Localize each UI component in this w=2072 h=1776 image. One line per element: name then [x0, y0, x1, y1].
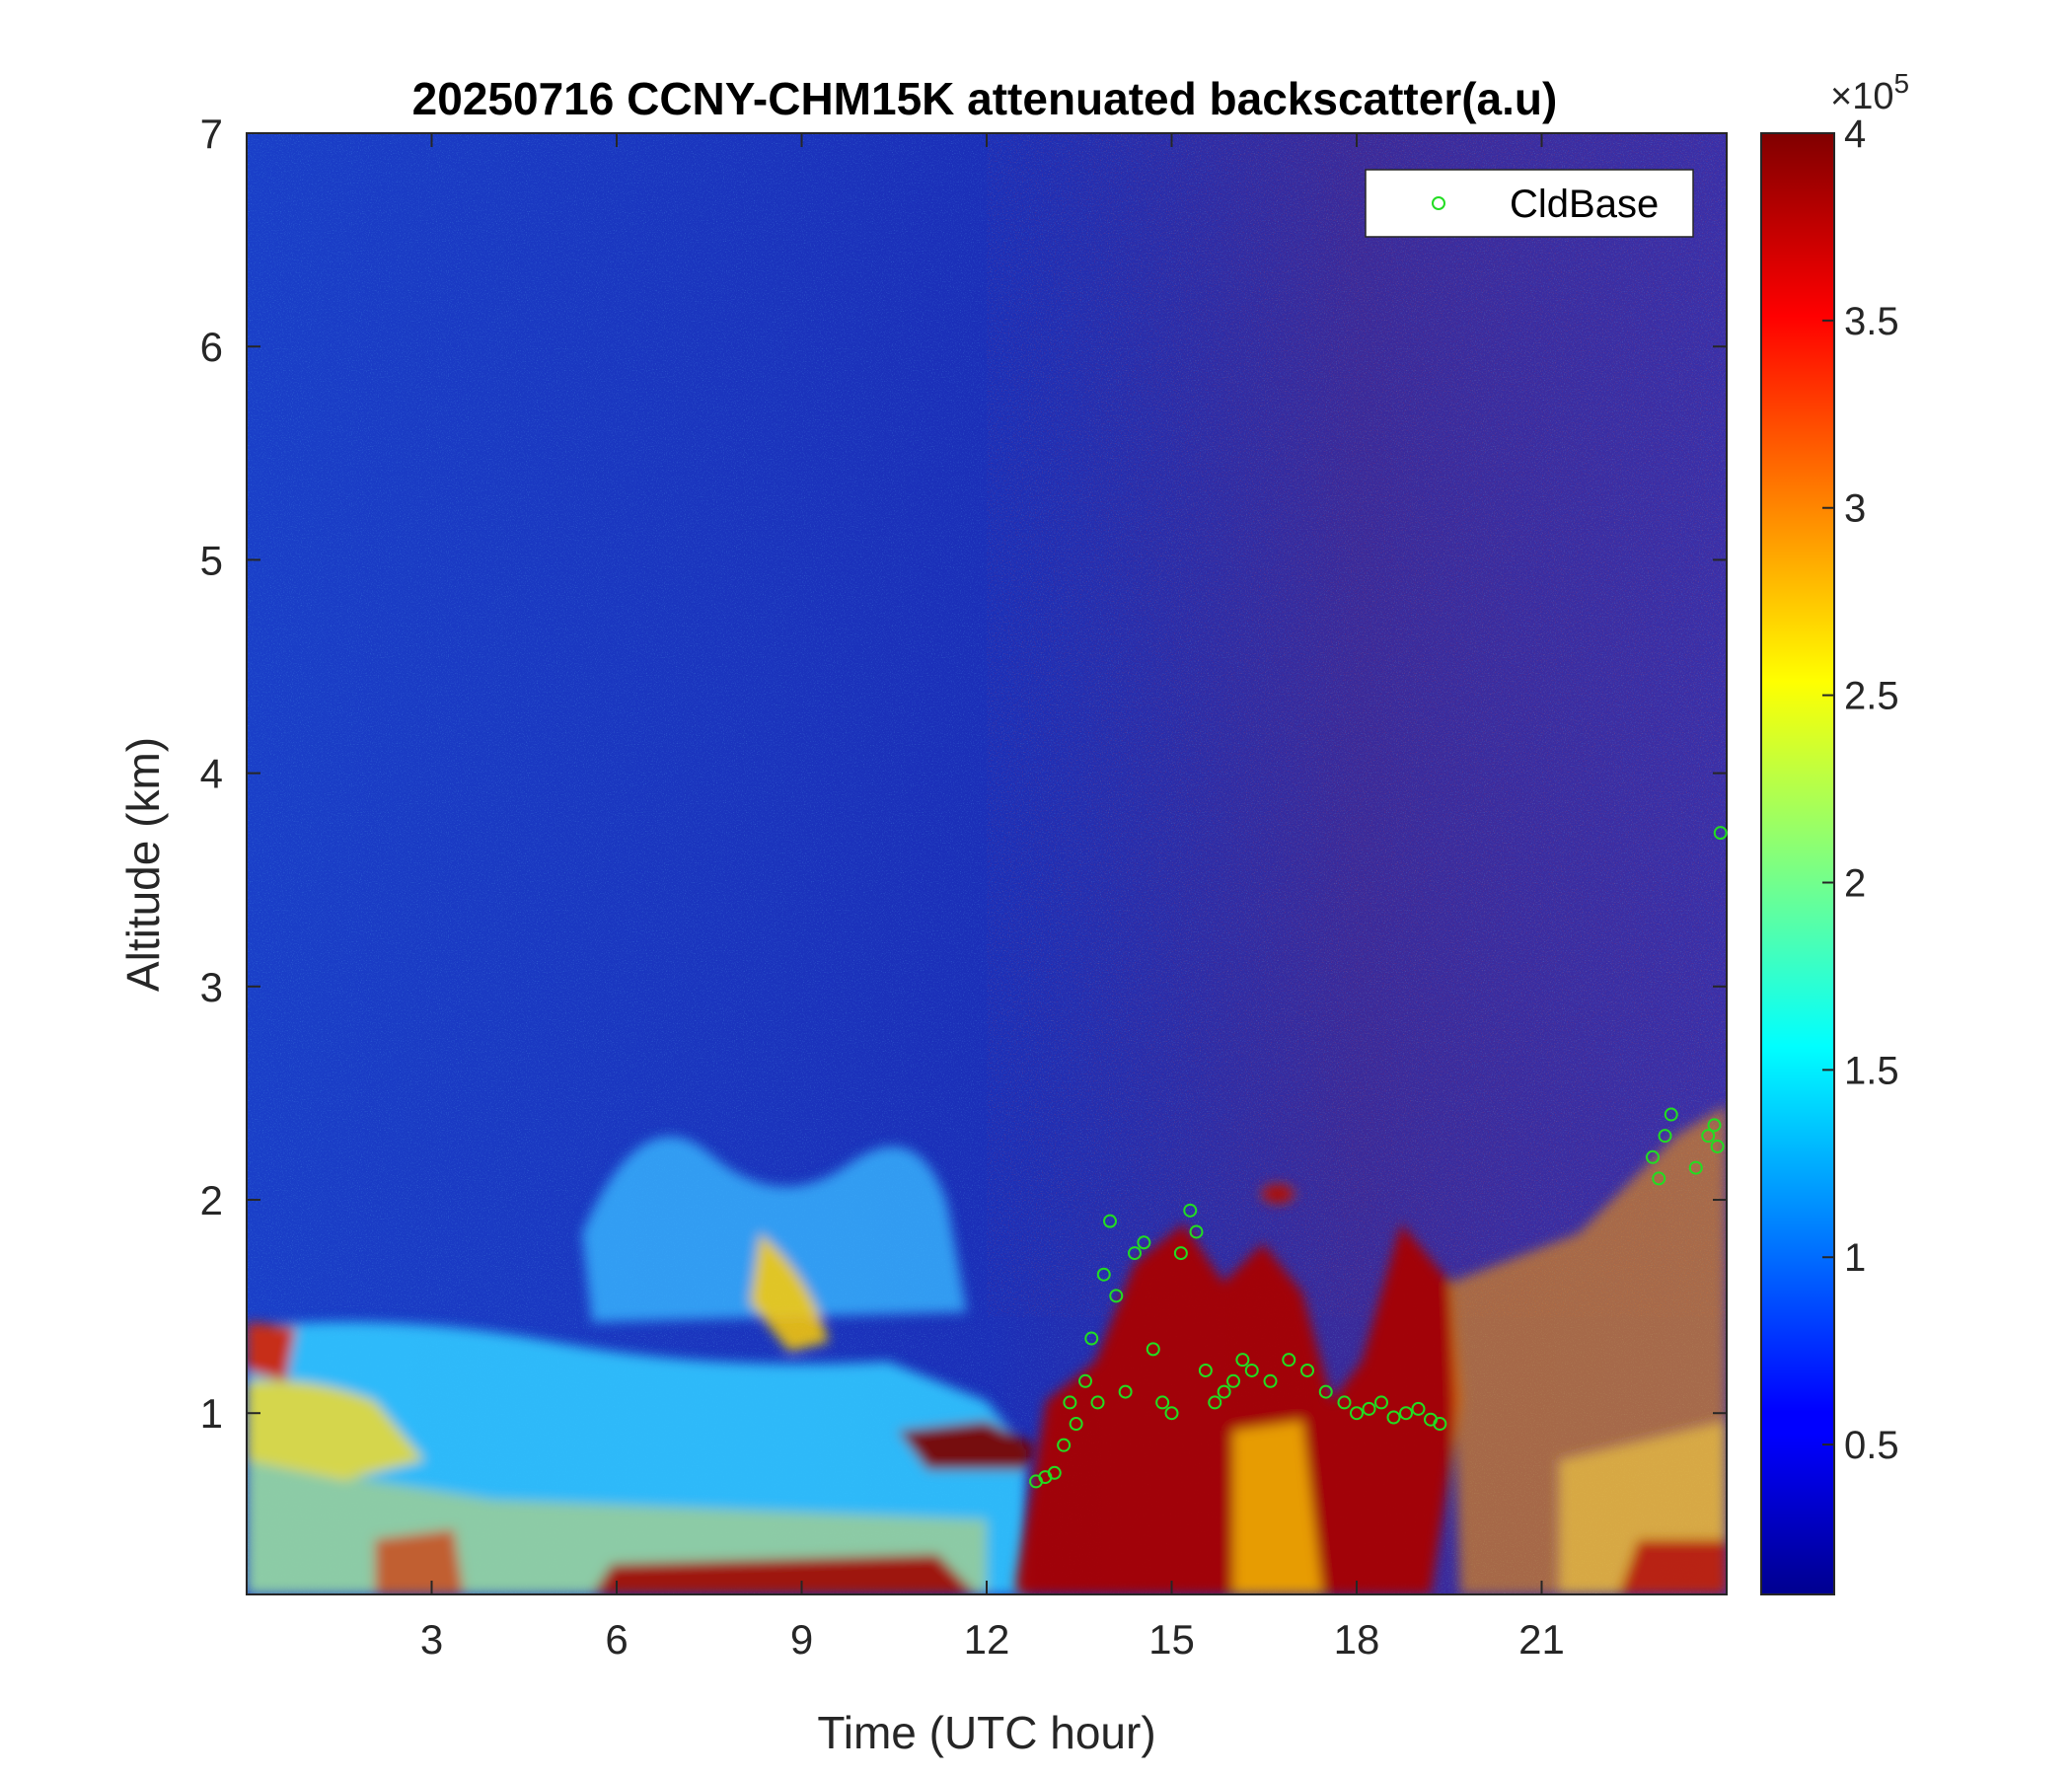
cldbase-point	[1300, 1363, 1314, 1377]
cldbase-series	[1029, 826, 1728, 1489]
cldbase-point	[1109, 1289, 1124, 1303]
cldbase-point	[1118, 1384, 1133, 1399]
colorbar-tick-label: 1.5	[1844, 1049, 1899, 1092]
legend-marker-icon	[1432, 196, 1445, 210]
colorbar-exponent-power: 5	[1893, 68, 1909, 99]
colorbar-exponent-base: ×10	[1830, 76, 1893, 117]
legend: CldBase	[1365, 169, 1694, 238]
cldbase-point	[1069, 1417, 1083, 1432]
cldbase-point	[1318, 1384, 1333, 1399]
cldbase-point	[1208, 1395, 1222, 1410]
y-tick-label: 5	[200, 537, 223, 583]
colorbar-tick-label: 2.5	[1844, 675, 1899, 718]
cldbase-point	[1652, 1171, 1666, 1186]
chart-title: 20250716 CCNY-CHM15K attenuated backscat…	[412, 73, 1558, 124]
heatmap-noise-red-speckle	[987, 133, 1727, 1317]
legend-entry-cldbase: CldBase	[1510, 183, 1659, 226]
colorbar-tick-label: 3.5	[1844, 300, 1899, 343]
cldbase-point	[1374, 1395, 1388, 1410]
cldbase-point	[1090, 1395, 1105, 1410]
legend-box	[1365, 169, 1694, 238]
cldbase-point	[1664, 1107, 1678, 1122]
cldbase-point	[1198, 1363, 1213, 1377]
cldbase-point	[1217, 1384, 1231, 1399]
cldbase-point	[1078, 1373, 1092, 1388]
y-tick-label: 7	[200, 111, 223, 157]
y-tick-label: 4	[200, 751, 223, 797]
x-tick-label: 18	[1334, 1616, 1380, 1663]
y-axis: 1 2 3 4 5 6 7	[200, 111, 1727, 1437]
x-tick-label: 6	[605, 1616, 628, 1663]
colorbar-exponent: ×105	[1830, 68, 1909, 117]
x-axis-label: Time (UTC hour)	[817, 1707, 1155, 1758]
cldbase-point	[1096, 1267, 1111, 1282]
cldbase-point	[1183, 1203, 1198, 1218]
cldbase-point	[1282, 1353, 1296, 1368]
cldbase-point	[1350, 1406, 1364, 1421]
cldbase-point	[1128, 1246, 1142, 1261]
colorbar-tick-label: 3	[1844, 487, 1866, 531]
cldbase-point	[1701, 1129, 1716, 1144]
convective-layer-afternoon	[1016, 1105, 1727, 1594]
cldbase-point	[1658, 1129, 1672, 1144]
cldbase-point	[1084, 1331, 1099, 1346]
y-tick-label: 6	[200, 324, 223, 370]
colorbar-gradient	[1760, 132, 1835, 1595]
colorbar: 0.5 1 1.5 2 2.5 3 3.5 4 ×105	[1760, 68, 1909, 1595]
colorbar-ticks: 0.5 1 1.5 2 2.5 3 3.5 4	[1822, 112, 1899, 1467]
y-tick-label: 2	[200, 1177, 223, 1223]
colorbar-tick-label: 1	[1844, 1236, 1866, 1280]
cldbase-point	[1244, 1363, 1259, 1377]
x-tick-label: 12	[964, 1616, 1010, 1663]
cldbase-point	[1386, 1410, 1401, 1425]
cldbase-point	[1710, 1139, 1725, 1153]
cldbase-point	[1646, 1149, 1660, 1164]
x-axis: 3 6 9 12 15 18 21	[420, 133, 1565, 1663]
y-tick-label: 1	[200, 1390, 223, 1437]
y-tick-label: 3	[200, 964, 223, 1010]
cldbase-point	[1173, 1246, 1188, 1261]
cldbase-point	[1713, 826, 1728, 841]
cldbase-point	[1362, 1401, 1376, 1416]
x-tick-label: 3	[420, 1616, 443, 1663]
cldbase-point	[1063, 1395, 1077, 1410]
cldbase-point	[1164, 1406, 1179, 1421]
aerosol-layer-morning	[247, 1137, 1036, 1594]
cldbase-point	[1146, 1342, 1160, 1357]
colorbar-tick-label: 4	[1844, 112, 1866, 156]
colorbar-tick-label: 0.5	[1844, 1424, 1899, 1467]
plot-area	[247, 133, 1727, 1594]
cldbase-point	[1226, 1373, 1240, 1388]
cldbase-point	[1103, 1214, 1117, 1228]
x-tick-label: 9	[790, 1616, 813, 1663]
cldbase-point	[1337, 1395, 1352, 1410]
cldbase-point	[1137, 1235, 1151, 1250]
cldbase-point	[1155, 1395, 1170, 1410]
cldbase-point	[1707, 1118, 1722, 1133]
cldbase-point	[1399, 1406, 1413, 1421]
cldbase-point	[1057, 1438, 1072, 1452]
cldbase-point	[1235, 1353, 1250, 1368]
x-tick-label: 21	[1518, 1616, 1565, 1663]
cldbase-point	[1189, 1224, 1204, 1239]
y-axis-label: Altitude (km)	[117, 737, 169, 992]
x-tick-label: 15	[1148, 1616, 1195, 1663]
cldbase-point	[1688, 1160, 1703, 1175]
colorbar-tick-label: 2	[1844, 861, 1866, 905]
cldbase-point	[1411, 1401, 1426, 1416]
cldbase-point	[1263, 1373, 1278, 1388]
cldbase-point	[1047, 1465, 1062, 1480]
cldbase-point	[1433, 1417, 1447, 1432]
